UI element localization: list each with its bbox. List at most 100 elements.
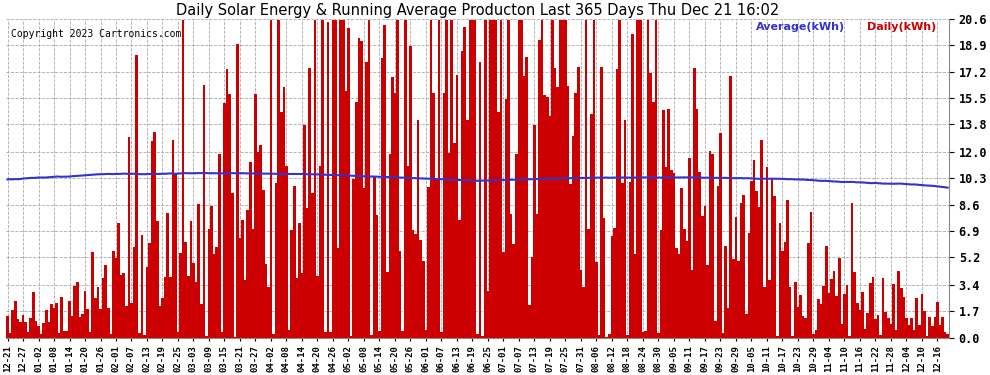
Bar	[89, 332, 91, 338]
Bar	[65, 331, 68, 338]
Bar	[831, 279, 833, 338]
Bar	[383, 25, 386, 338]
Bar	[569, 184, 572, 338]
Bar	[362, 188, 365, 338]
Bar	[340, 21, 342, 338]
Bar	[717, 186, 719, 338]
Bar	[396, 21, 399, 338]
Bar	[360, 41, 362, 338]
Bar	[833, 272, 836, 338]
Bar	[441, 332, 443, 338]
Bar	[322, 21, 324, 338]
Bar	[438, 21, 441, 338]
Bar	[446, 21, 447, 338]
Bar	[908, 325, 910, 338]
Bar	[205, 336, 208, 338]
Bar	[897, 272, 900, 338]
Bar	[231, 193, 234, 338]
Bar	[778, 223, 781, 338]
Bar	[507, 21, 510, 338]
Bar	[468, 21, 471, 338]
Bar	[203, 86, 205, 338]
Bar	[50, 304, 52, 338]
Bar	[838, 258, 841, 338]
Bar	[515, 154, 518, 338]
Bar	[937, 302, 939, 338]
Bar	[773, 196, 776, 338]
Bar	[110, 334, 112, 338]
Bar	[752, 159, 755, 338]
Bar	[319, 166, 322, 338]
Bar	[776, 336, 778, 338]
Bar	[210, 206, 213, 338]
Bar	[368, 21, 370, 338]
Bar	[133, 247, 136, 338]
Bar	[123, 273, 125, 338]
Bar	[349, 336, 352, 338]
Bar	[296, 278, 298, 338]
Bar	[213, 254, 216, 338]
Bar	[342, 21, 345, 338]
Text: Daily(kWh): Daily(kWh)	[867, 22, 937, 32]
Bar	[146, 267, 148, 338]
Bar	[913, 330, 916, 338]
Bar	[722, 333, 725, 338]
Bar	[48, 322, 50, 338]
Bar	[254, 94, 256, 338]
Bar	[391, 76, 394, 338]
Bar	[138, 333, 141, 338]
Bar	[593, 21, 595, 338]
Bar	[843, 294, 845, 338]
Bar	[696, 109, 699, 338]
Bar	[848, 336, 850, 338]
Bar	[417, 120, 420, 338]
Bar	[352, 179, 355, 338]
Bar	[810, 212, 812, 338]
Bar	[518, 21, 520, 338]
Bar	[463, 27, 466, 338]
Bar	[714, 321, 717, 338]
Bar	[337, 248, 340, 338]
Bar	[280, 112, 282, 338]
Bar	[161, 298, 163, 338]
Bar	[574, 93, 577, 338]
Bar	[621, 183, 624, 338]
Bar	[6, 316, 9, 338]
Bar	[91, 252, 94, 338]
Bar	[148, 243, 150, 338]
Bar	[577, 67, 579, 338]
Bar	[311, 193, 314, 338]
Bar	[128, 138, 131, 338]
Bar	[895, 330, 897, 338]
Bar	[141, 235, 144, 338]
Bar	[365, 62, 368, 338]
Bar	[946, 334, 949, 338]
Bar	[409, 46, 412, 338]
Bar	[730, 76, 732, 338]
Bar	[275, 183, 277, 338]
Bar	[541, 21, 544, 338]
Bar	[823, 286, 825, 338]
Bar	[858, 310, 861, 338]
Bar	[598, 335, 600, 338]
Bar	[807, 243, 810, 338]
Bar	[923, 311, 926, 338]
Bar	[182, 21, 184, 338]
Bar	[934, 316, 937, 338]
Bar	[242, 219, 244, 338]
Bar	[117, 223, 120, 338]
Bar	[611, 237, 613, 338]
Bar	[9, 333, 12, 338]
Bar	[825, 246, 828, 338]
Bar	[758, 207, 760, 338]
Bar	[642, 332, 644, 338]
Bar	[566, 86, 569, 338]
Bar	[926, 336, 929, 338]
Bar	[184, 242, 187, 338]
Bar	[22, 315, 25, 338]
Bar	[523, 76, 526, 338]
Bar	[747, 233, 750, 338]
Bar	[735, 217, 738, 338]
Bar	[174, 173, 176, 338]
Bar	[678, 254, 680, 338]
